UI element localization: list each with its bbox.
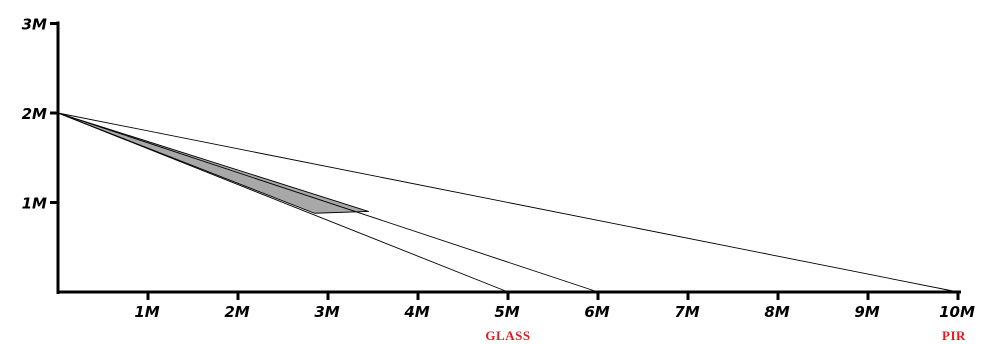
- y-tick-label-1: 1M: [22, 195, 47, 213]
- detection-ray-3: [57, 112, 959, 293]
- x-tick-label-8: 8M: [764, 303, 789, 321]
- detection-ray-2: [57, 112, 599, 293]
- x-tick-label-1: 1M: [134, 303, 159, 321]
- glass-zone-label: GLASS: [485, 328, 530, 343]
- x-tick-label-7: 7M: [674, 303, 699, 321]
- y-axis-ticks: [50, 22, 58, 204]
- detection-rays: [57, 112, 959, 293]
- x-tick-label-5: 5M: [494, 303, 519, 321]
- x-tick-label-10: 10M: [939, 303, 975, 321]
- detection-ray-1: [57, 112, 509, 293]
- y-axis-tick-labels: 1M 2M 3M: [22, 16, 47, 213]
- x-axis-ticks: [146, 292, 960, 300]
- x-tick-label-4: 4M: [403, 303, 429, 321]
- x-tick-label-9: 9M: [854, 303, 879, 321]
- shaded-detection-area: [57, 112, 369, 214]
- x-tick-label-6: 6M: [584, 303, 609, 321]
- x-axis-tick-labels: 1M 2M 3M 4M 5M 6M 7M 8M 9M 10M: [134, 303, 975, 321]
- pir-zone-label: PIR: [942, 328, 966, 343]
- y-tick-label-2: 2M: [22, 105, 47, 123]
- x-tick-label-3: 3M: [314, 303, 339, 321]
- x-tick-label-2: 2M: [224, 303, 249, 321]
- y-tick-label-3: 3M: [22, 16, 47, 34]
